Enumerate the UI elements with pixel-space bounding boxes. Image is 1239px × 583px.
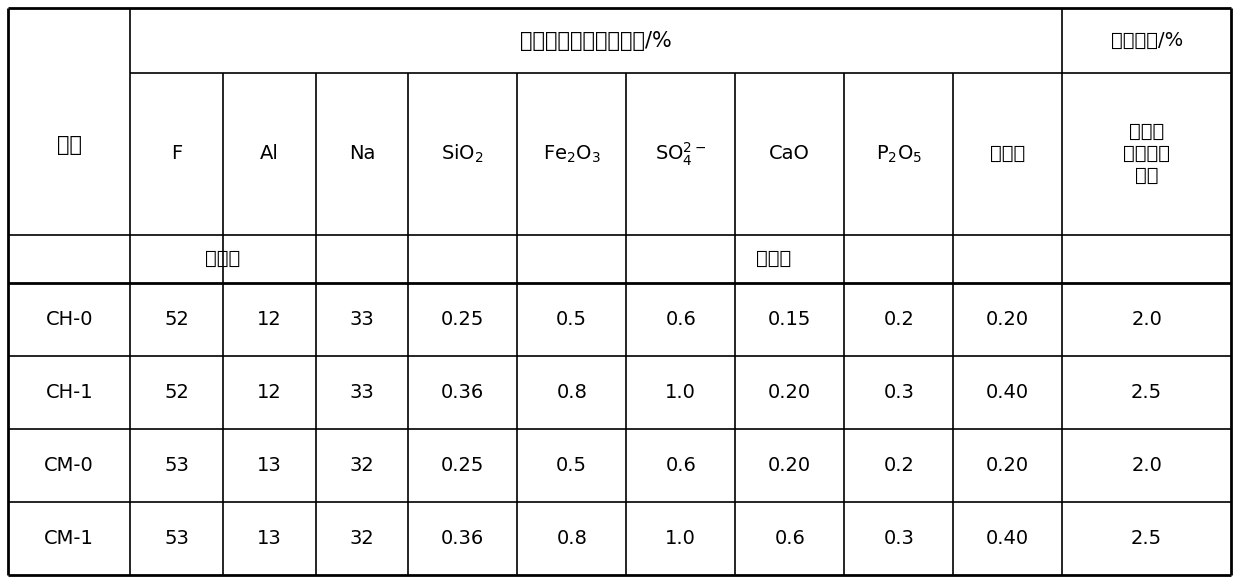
Text: 12: 12: [256, 383, 281, 402]
Text: 0.3: 0.3: [883, 529, 914, 548]
Text: CaO: CaO: [769, 145, 810, 163]
Text: 2.5: 2.5: [1131, 529, 1162, 548]
Text: 33: 33: [349, 310, 374, 329]
Text: 湿存水: 湿存水: [990, 145, 1026, 163]
Text: 0.20: 0.20: [986, 456, 1030, 475]
Text: 不小于: 不小于: [206, 249, 240, 268]
Text: 物理性能/%: 物理性能/%: [1110, 31, 1183, 50]
Text: 32: 32: [349, 529, 374, 548]
Text: 2.0: 2.0: [1131, 310, 1162, 329]
Text: Na: Na: [348, 145, 375, 163]
Text: 0.6: 0.6: [665, 456, 696, 475]
Text: P$_2$O$_5$: P$_2$O$_5$: [876, 143, 922, 164]
Text: CM-0: CM-0: [45, 456, 94, 475]
Text: 33: 33: [349, 383, 374, 402]
Text: 1.0: 1.0: [665, 383, 696, 402]
Text: 0.3: 0.3: [883, 383, 914, 402]
Text: CH-1: CH-1: [46, 383, 93, 402]
Text: F: F: [171, 145, 182, 163]
Text: 0.8: 0.8: [556, 529, 587, 548]
Text: SO$_4^{2-}$: SO$_4^{2-}$: [655, 140, 706, 167]
Text: CM-1: CM-1: [45, 529, 94, 548]
Text: 53: 53: [165, 456, 190, 475]
Text: 0.20: 0.20: [986, 310, 1030, 329]
Text: 化学成分（质量分数）/%: 化学成分（质量分数）/%: [520, 30, 673, 51]
Text: 0.25: 0.25: [441, 456, 484, 475]
Text: 牌号: 牌号: [57, 135, 82, 155]
Text: 0.6: 0.6: [665, 310, 696, 329]
Text: 12: 12: [256, 310, 281, 329]
Text: 0.5: 0.5: [556, 310, 587, 329]
Text: 烧减量
（质量分
数）: 烧减量 （质量分 数）: [1123, 122, 1170, 185]
Text: 2.0: 2.0: [1131, 456, 1162, 475]
Text: CH-0: CH-0: [46, 310, 93, 329]
Text: 0.8: 0.8: [556, 383, 587, 402]
Text: 0.5: 0.5: [556, 456, 587, 475]
Text: SiO$_2$: SiO$_2$: [441, 143, 484, 165]
Text: 0.20: 0.20: [768, 456, 812, 475]
Text: 53: 53: [165, 529, 190, 548]
Text: Fe$_2$O$_3$: Fe$_2$O$_3$: [543, 143, 601, 164]
Text: 13: 13: [256, 529, 281, 548]
Text: 52: 52: [165, 310, 190, 329]
Text: 0.25: 0.25: [441, 310, 484, 329]
Text: 0.2: 0.2: [883, 310, 914, 329]
Text: 0.40: 0.40: [986, 383, 1030, 402]
Text: 2.5: 2.5: [1131, 383, 1162, 402]
Text: 13: 13: [256, 456, 281, 475]
Text: 0.6: 0.6: [774, 529, 805, 548]
Text: 0.36: 0.36: [441, 383, 484, 402]
Text: 1.0: 1.0: [665, 529, 696, 548]
Text: 0.40: 0.40: [986, 529, 1030, 548]
Text: 0.20: 0.20: [768, 383, 812, 402]
Text: 52: 52: [165, 383, 190, 402]
Text: 0.2: 0.2: [883, 456, 914, 475]
Text: 0.36: 0.36: [441, 529, 484, 548]
Text: 0.15: 0.15: [768, 310, 812, 329]
Text: Al: Al: [260, 145, 279, 163]
Text: 不大于: 不大于: [756, 249, 790, 268]
Text: 32: 32: [349, 456, 374, 475]
